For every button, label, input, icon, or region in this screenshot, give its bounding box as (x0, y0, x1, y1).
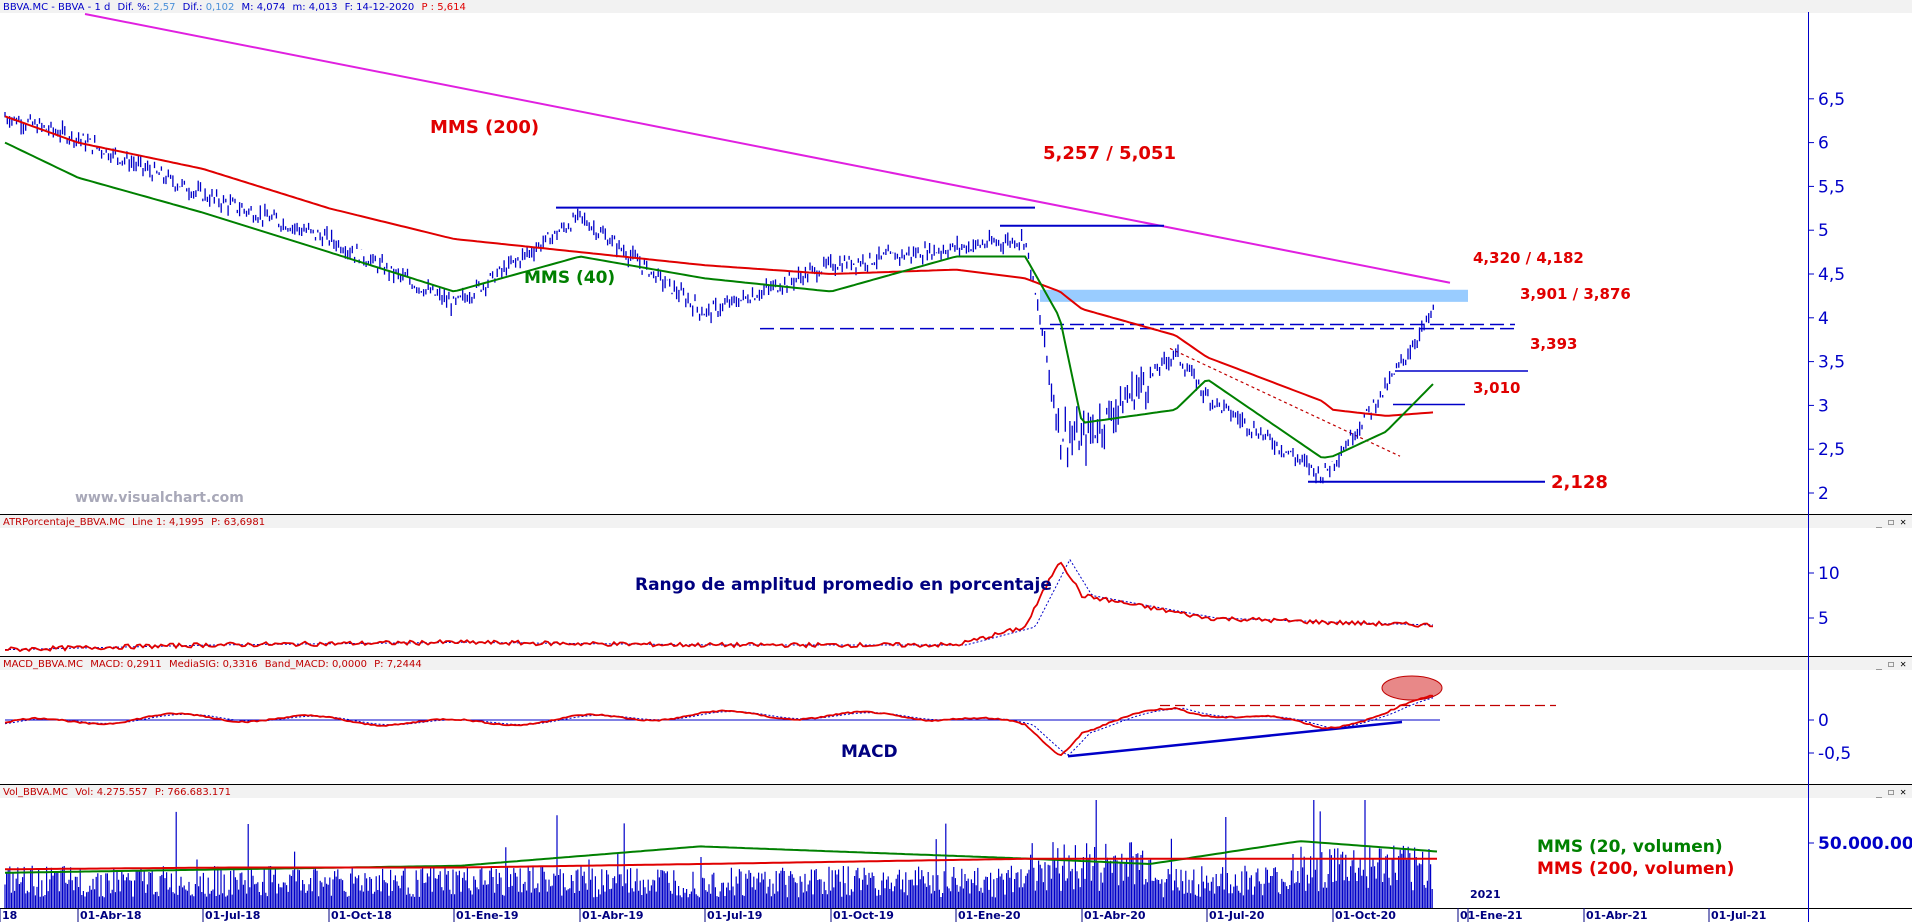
atr-panel[interactable] (0, 528, 1808, 657)
x-axis-tick: 01-Oct-19 (833, 909, 894, 922)
downtrend-line (84, 13, 1451, 284)
svg-text:_ ☐ ✕: _ ☐ ✕ (1876, 517, 1906, 528)
price-y-tick: 2 (1818, 484, 1829, 504)
volume-panel[interactable] (0, 798, 1808, 908)
x-axis-tick: 01-Oct-20 (1335, 909, 1396, 922)
macd-header: MACD_BBVA.MC MACD: 0,2911 MediaSIG: 0,33… (3, 659, 422, 670)
x-axis-tick: 01-Ene-21 (1460, 909, 1523, 922)
x-axis-tick: 01-Abr-21 (1586, 909, 1648, 922)
price-y-tick: 6,5 (1818, 90, 1845, 110)
atr-y-tick: 10 (1818, 564, 1840, 584)
price-y-tick: 6 (1818, 134, 1829, 154)
vol-window-buttons[interactable]: _ ☐ ✕ (1876, 787, 1906, 798)
x-axis-tick: 01-Jul-21 (1711, 909, 1766, 922)
atr-window-buttons[interactable]: _ ☐ ✕ (1876, 517, 1906, 528)
price-y-tick: 3 (1818, 396, 1829, 416)
price-y-tick: 5,5 (1818, 177, 1845, 197)
x-axis-tick: 18 (2, 909, 17, 922)
x-axis-tick: 01-Abr-19 (582, 909, 644, 922)
level-3393-label: 3,393 (1530, 335, 1577, 353)
x-axis-tick: 01-Jul-18 (205, 909, 260, 922)
x-axis-tick: 01-Abr-20 (1084, 909, 1146, 922)
x-axis-tick: 01-Jul-20 (1209, 909, 1265, 922)
volume-bars (4, 800, 1438, 908)
macd-support-trendline (1067, 720, 1403, 758)
mms200-label: MMS (200) (430, 117, 539, 138)
mms40-label: MMS (40) (524, 268, 615, 288)
atr-y-tick: 5 (1818, 609, 1829, 629)
watermark: www.visualchart.com (75, 490, 244, 506)
macd-y-tick: -0,5 (1818, 744, 1851, 764)
atr-header-bar (0, 515, 1912, 528)
macd-window-buttons[interactable]: _ ☐ ✕ (1876, 659, 1906, 670)
x-axis-tick: 01-Oct-18 (331, 909, 392, 922)
price-y-tick: 3,5 (1818, 353, 1845, 373)
vol-header-bar (0, 785, 1912, 798)
vol-mms200-label: MMS (200, volumen) (1537, 859, 1734, 879)
atr-layer (5, 558, 1434, 653)
x-axis-tick: 01-Ene-19 (456, 909, 519, 922)
x-axis-tick: 01-Abr-18 (80, 909, 142, 922)
macd-y-tick: 0 (1818, 711, 1829, 731)
volume-histogram (4, 800, 1433, 908)
macd-signal-line (4, 697, 1434, 756)
macd-highlight-ellipse (1381, 675, 1443, 701)
mms200-line (4, 115, 1434, 417)
svg-text:_ ☐ ✕: _ ☐ ✕ (1876, 659, 1906, 670)
level-4320-label: 4,320 / 4,182 (1473, 249, 1584, 267)
vol-mms20-label: MMS (20, volumen) (1537, 837, 1723, 857)
x-axis-tick: 2021 (1470, 888, 1501, 901)
atr-title: Rango de amplitud promedio en porcentaje (635, 575, 1052, 595)
price-y-tick: 4 (1818, 309, 1829, 329)
price-bars (4, 112, 1434, 484)
macd-line (4, 694, 1434, 757)
price-header-bar (0, 0, 1912, 13)
y-axis-ticks: 6,5 6 5,5 5 4,5 4 3,5 3 2,5 2 10 5 0 -0,5 50.000.00 (1808, 90, 1912, 854)
correction-trendline (1169, 347, 1401, 457)
vol-mms200-line (4, 857, 1437, 871)
resistance-zone (1040, 289, 1468, 302)
x-axis-tick: 01-Jul-19 (707, 909, 762, 922)
price-layer (4, 13, 1545, 484)
mms40-line (4, 141, 1434, 459)
vol-header: Vol_BBVA.MC Vol: 4.275.557 P: 766.683.17… (3, 787, 231, 798)
macd-layer (4, 675, 1556, 758)
level-2128-label: 2,128 (1551, 472, 1608, 493)
macd-panel[interactable] (0, 670, 1808, 784)
level-3010-label: 3,010 (1473, 379, 1520, 397)
price-panel[interactable] (0, 12, 1808, 514)
vol-y-tick: 50.000.00 (1818, 834, 1912, 854)
atr-line (5, 561, 1434, 653)
price-y-tick: 4,5 (1818, 265, 1845, 285)
level-3901-label: 3,901 / 3,876 (1520, 285, 1631, 303)
x-axis-tick: 01-Ene-20 (958, 909, 1021, 922)
atr-header: ATRPorcentaje_BBVA.MC Line 1: 4,1995 P: … (3, 517, 265, 528)
level-5257-label: 5,257 / 5,051 (1043, 143, 1176, 164)
x-axis-ticks: 18 01-Abr-18 01-Jul-18 01-Oct-18 01-Ene-19 01… (0, 888, 1766, 922)
macd-header-bar (0, 657, 1912, 670)
vol-mms20-line (4, 840, 1438, 874)
macd-title: MACD (841, 742, 898, 762)
price-y-tick: 2,5 (1818, 440, 1845, 460)
price-y-tick: 5 (1818, 221, 1829, 241)
svg-text:_ ☐ ✕: _ ☐ ✕ (1876, 787, 1906, 798)
price-header: BBVA.MC - BBVA - 1 d Dif. %: 2,57 Dif.: … (3, 2, 466, 13)
